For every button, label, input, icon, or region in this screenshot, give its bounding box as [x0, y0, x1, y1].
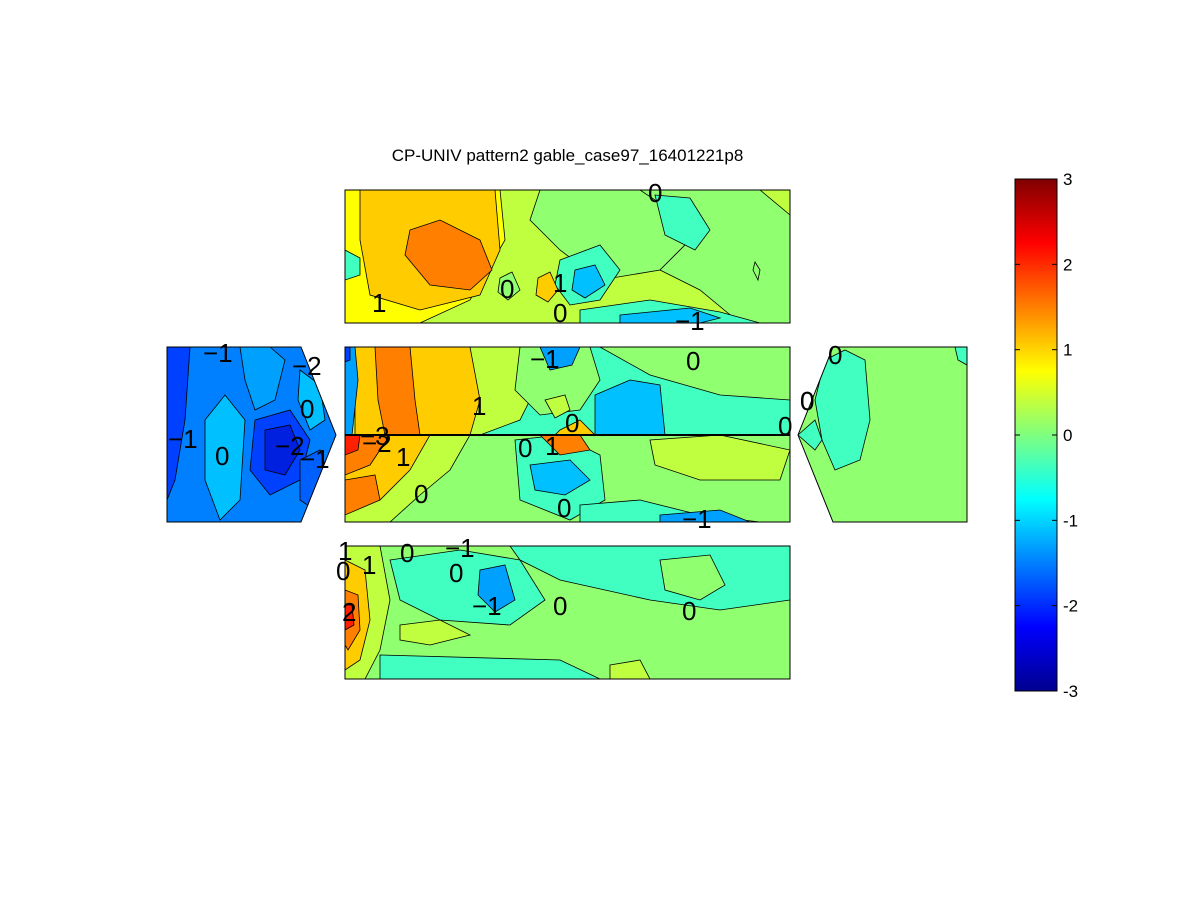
contour-label: 0 [215, 441, 229, 471]
panel-roof-leeward [345, 435, 790, 522]
contour-label: −1 [472, 591, 502, 621]
colorbar-tick-label: 0 [1063, 426, 1072, 445]
contour-label: 1 [472, 391, 486, 421]
colorbar-tick-label: 1 [1063, 341, 1072, 360]
contour-label: 0 [414, 479, 428, 509]
contour-label: 1 [372, 288, 386, 318]
contour-label: 0 [557, 493, 571, 523]
colorbar-tick-label: -3 [1063, 682, 1078, 701]
contour-label: 0 [336, 556, 350, 586]
contour-label: −2 [362, 428, 392, 458]
colorbar: -3 -2 -1 0 1 2 3 [1014, 170, 1078, 701]
contour-label: 1 [396, 442, 410, 472]
contour-label: −1 [203, 338, 233, 368]
contour-label: 1 [553, 268, 567, 298]
colorbar-tick-label: -1 [1063, 511, 1078, 530]
contour-label: −1 [168, 424, 198, 454]
contour-label: 0 [553, 591, 567, 621]
panel-top-face [345, 190, 790, 323]
contour-label: 0 [553, 298, 567, 328]
contour-label: 0 [778, 411, 792, 441]
contour-label: −2 [292, 351, 322, 381]
contour-label: −2 [275, 431, 305, 461]
contour-label: 1 [545, 431, 559, 461]
contour-label: 2 [342, 597, 356, 627]
panel-bottom-face [345, 546, 790, 679]
panel-right-gable [798, 347, 967, 522]
contour-label: 0 [565, 408, 579, 438]
contour-label: −1 [675, 306, 705, 336]
contour-label: −1 [530, 344, 560, 374]
contour-label: 0 [400, 538, 414, 568]
colorbar-ticks: -3 -2 -1 0 1 2 3 [1015, 170, 1078, 701]
contour-label: 0 [800, 386, 814, 416]
contour-label: 0 [518, 433, 532, 463]
contour-label: 0 [682, 596, 696, 626]
contour-label: 0 [686, 346, 700, 376]
colorbar-tick-label: 3 [1063, 170, 1072, 189]
contour-label: −1 [300, 444, 330, 474]
contour-label: 0 [648, 178, 662, 208]
contour-label: 0 [449, 558, 463, 588]
contour-label: −1 [445, 533, 475, 563]
contour-label: 0 [828, 340, 842, 370]
contour-label: 1 [338, 536, 352, 566]
contour-label: 1 [362, 550, 376, 580]
contour-label: 0 [800, 386, 814, 416]
colorbar-tick-label: 2 [1063, 255, 1072, 274]
contour-label: −3 [360, 421, 390, 451]
chart-title: CP-UNIV pattern2 gable_case97_16401221p8 [391, 146, 744, 165]
panel-left-gable [167, 347, 336, 522]
contour-label: −1 [682, 504, 712, 534]
colorbar-tick-label: -2 [1063, 597, 1078, 616]
contour-label: 0 [500, 274, 514, 304]
panel-roof-windward [345, 347, 790, 435]
contour-label: 0 [300, 394, 314, 424]
